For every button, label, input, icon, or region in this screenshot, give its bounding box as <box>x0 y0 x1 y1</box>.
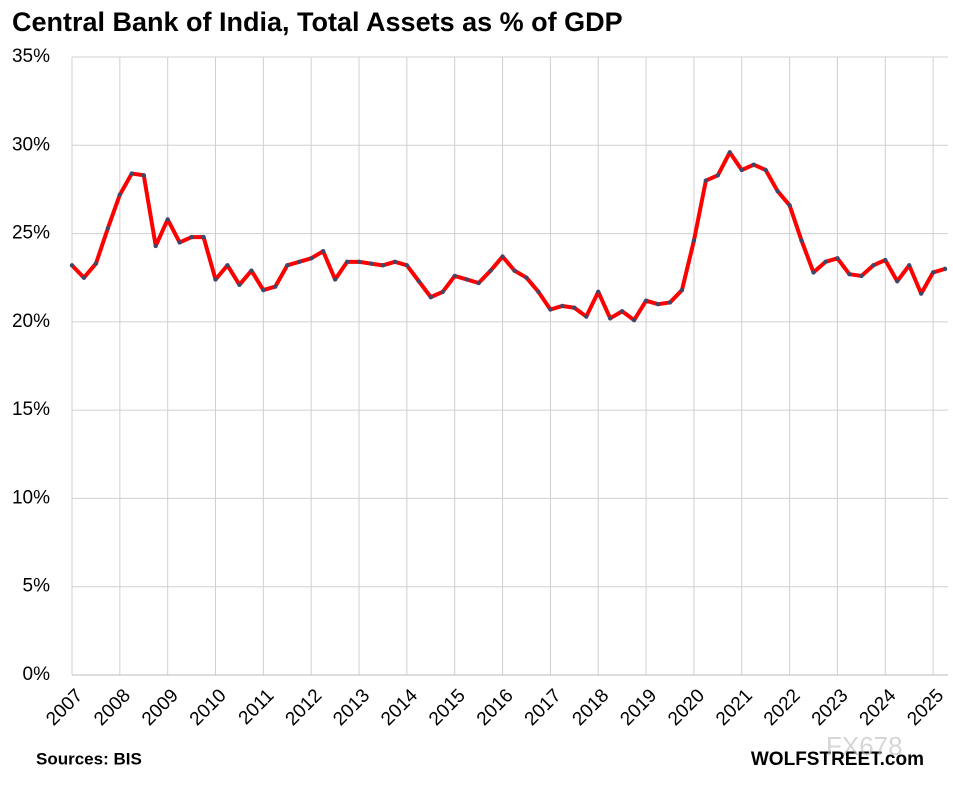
marker <box>524 275 529 280</box>
line <box>70 150 946 323</box>
marker <box>631 317 637 323</box>
marker <box>332 277 338 282</box>
marker <box>727 150 732 155</box>
marker <box>261 287 266 293</box>
marker <box>285 263 290 268</box>
marker <box>141 173 146 178</box>
y-tick-label: 35% <box>12 46 50 67</box>
marker <box>129 171 134 176</box>
marker <box>596 289 601 295</box>
marker <box>392 259 398 265</box>
y-tick-label: 25% <box>12 223 50 244</box>
marker <box>201 234 206 240</box>
marker <box>416 279 422 284</box>
marker <box>608 316 613 321</box>
marker <box>404 263 410 268</box>
marker <box>488 268 493 273</box>
marker <box>560 303 565 309</box>
marker <box>320 249 326 254</box>
marker <box>584 314 589 319</box>
marker <box>895 279 900 284</box>
y-tick-label: 30% <box>12 134 50 155</box>
marker <box>679 287 685 293</box>
marker <box>297 259 302 265</box>
marker <box>81 275 87 280</box>
marker <box>440 289 445 295</box>
marker <box>835 256 840 261</box>
marker <box>655 302 661 307</box>
marker <box>105 226 111 231</box>
source: Sources: BIS <box>36 749 142 768</box>
marker <box>847 271 852 277</box>
marker <box>356 259 362 265</box>
marker <box>918 291 924 296</box>
marker <box>871 263 876 268</box>
marker <box>213 277 218 282</box>
marker <box>883 257 888 263</box>
marker <box>751 162 756 167</box>
marker <box>942 266 948 272</box>
marker <box>237 282 242 287</box>
marker <box>930 270 936 275</box>
marker <box>153 243 158 249</box>
chart-title: Central Bank of India, Total Assets as %… <box>12 7 623 37</box>
marker <box>93 261 99 266</box>
y-tick-label: 10% <box>12 487 50 508</box>
marker <box>691 238 697 243</box>
marker <box>619 309 625 314</box>
marker <box>189 234 194 240</box>
marker <box>500 254 505 259</box>
marker <box>703 178 709 183</box>
y-tick-label: 20% <box>12 311 50 332</box>
marker <box>799 238 804 243</box>
marker <box>177 240 182 245</box>
marker <box>787 203 792 208</box>
marker <box>273 284 278 289</box>
marker <box>225 263 230 268</box>
marker <box>739 167 744 173</box>
marker <box>572 305 577 310</box>
marker <box>536 289 541 295</box>
marker <box>428 294 433 300</box>
watermark: FX678 <box>826 731 903 761</box>
marker <box>512 268 517 273</box>
credit: WOLFSTREET.com <box>751 749 924 770</box>
marker <box>811 270 816 275</box>
marker <box>249 268 254 273</box>
marker <box>823 259 828 265</box>
marker <box>763 167 768 173</box>
y-tick-label: 5% <box>23 576 51 597</box>
marker <box>775 188 780 194</box>
marker <box>368 261 374 266</box>
marker <box>452 273 457 279</box>
marker <box>165 217 170 222</box>
marker <box>715 173 721 178</box>
marker <box>69 263 75 268</box>
marker <box>464 277 469 282</box>
marker <box>344 259 350 265</box>
marker <box>380 263 386 268</box>
marker <box>643 298 649 303</box>
marker <box>667 300 673 305</box>
marker <box>309 256 314 261</box>
marker <box>548 307 553 312</box>
marker <box>476 280 481 286</box>
marker <box>907 263 912 268</box>
y-tick-label: 15% <box>12 399 50 420</box>
y-tick-label: 0% <box>23 664 51 685</box>
marker <box>117 192 123 197</box>
marker <box>859 273 864 279</box>
